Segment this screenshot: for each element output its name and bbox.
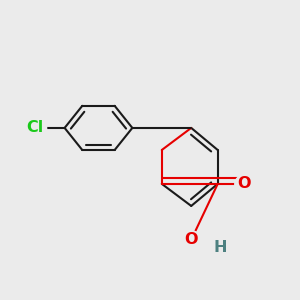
Text: O: O bbox=[184, 232, 198, 247]
Text: O: O bbox=[238, 176, 251, 191]
Text: Cl: Cl bbox=[26, 120, 44, 135]
Text: H: H bbox=[213, 240, 227, 255]
